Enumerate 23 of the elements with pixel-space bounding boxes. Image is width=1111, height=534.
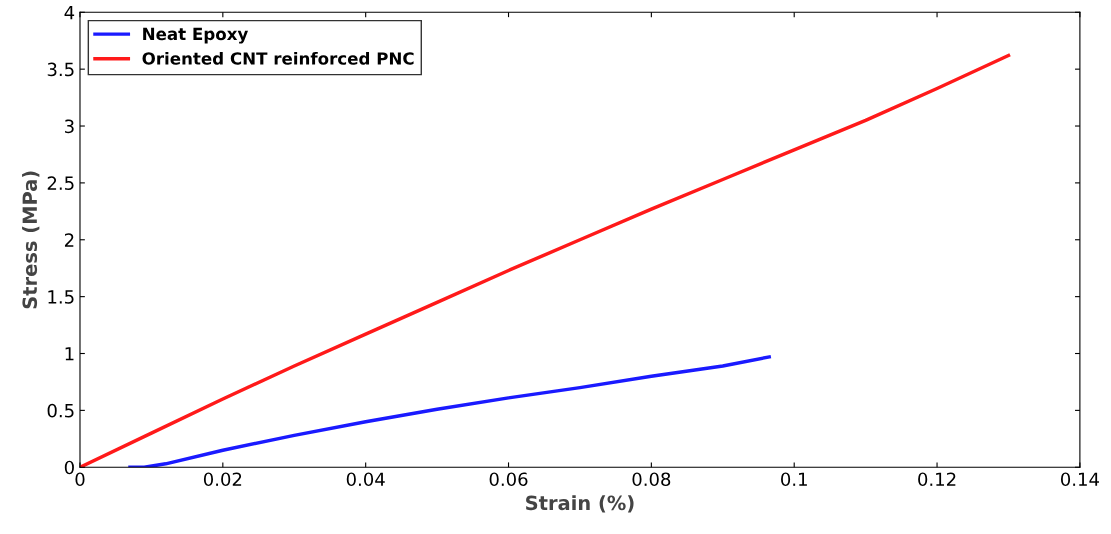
x-tick-label: 0.1 (781, 472, 807, 487)
y-tick-label: 1.5 (48, 290, 74, 304)
legend-label: Oriented CNT reinforced PNC (142, 51, 414, 65)
y-tick-label: 1 (65, 347, 74, 361)
x-tick-label: 0.08 (632, 472, 671, 487)
y-tick-label: 4 (64, 5, 75, 20)
y-tick-label: 0 (64, 460, 74, 475)
x-tick-label: 0.06 (489, 472, 528, 487)
y-tick-label: 2.5 (47, 176, 74, 191)
x-tick-label: 0.12 (918, 472, 956, 487)
y-tick-label: 0.5 (47, 403, 74, 418)
legend-label: Neat Epoxy (143, 27, 249, 44)
x-tick-label: 0 (75, 472, 85, 487)
x-tick-label: 0.04 (346, 472, 385, 487)
line-series (128, 355, 771, 468)
x-axis-title: Strain (%) (526, 495, 634, 513)
y-tick-label: 3.5 (47, 62, 74, 77)
x-tick-label: 0.14 (1060, 472, 1099, 487)
x-tick-label: 0.02 (203, 472, 242, 487)
y-tick-label: 3 (65, 119, 74, 134)
y-tick-label: 2 (64, 233, 74, 247)
y-axis-title: Stress (MPa) (22, 171, 40, 309)
line-series (79, 53, 1011, 468)
